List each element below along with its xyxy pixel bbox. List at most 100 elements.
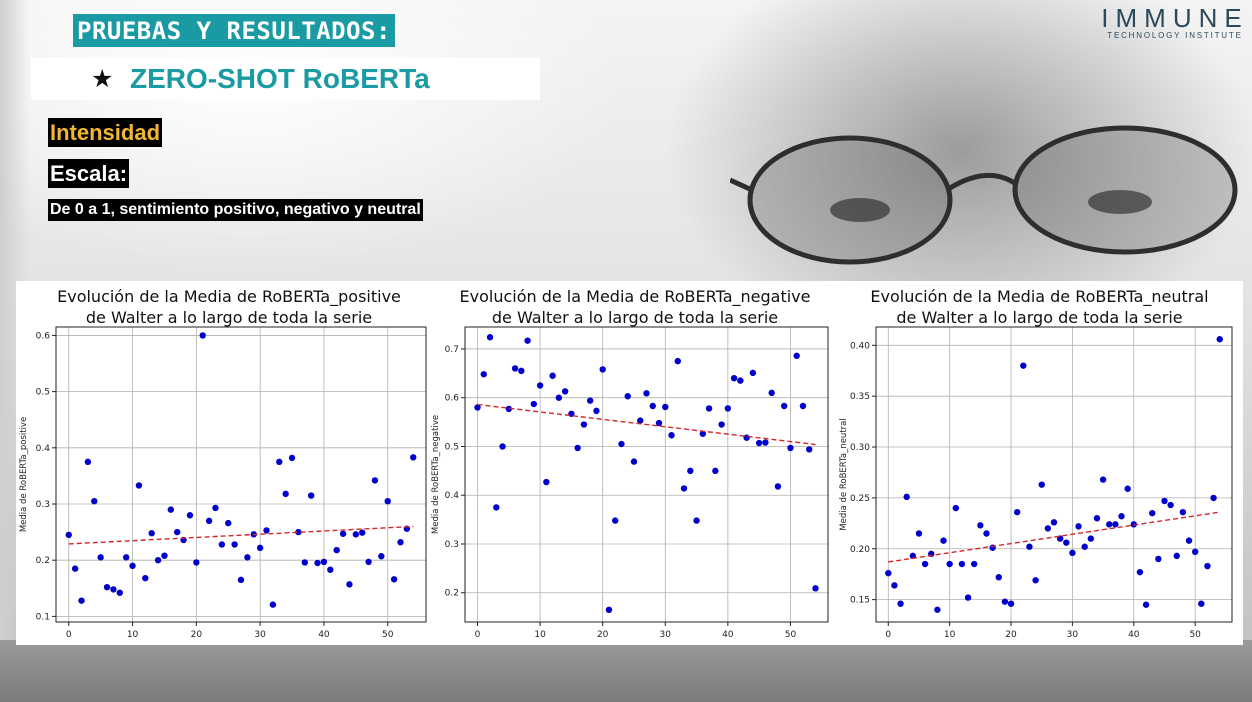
data-point bbox=[161, 552, 168, 559]
data-point bbox=[333, 546, 340, 554]
data-point bbox=[903, 493, 910, 501]
data-point bbox=[327, 566, 334, 573]
x-tick-label: 20 bbox=[191, 630, 203, 640]
data-point bbox=[518, 367, 525, 375]
y-tick-label: 0.2 bbox=[445, 589, 459, 599]
chart-negative: Evolución de la Media de RoBERTa_negativ… bbox=[428, 281, 842, 645]
data-point bbox=[774, 483, 782, 490]
x-tick-label: 0 bbox=[885, 630, 891, 640]
data-point bbox=[1007, 600, 1015, 607]
y-axis-label: Media de RoBERTa_positive bbox=[19, 417, 29, 532]
data-point bbox=[1081, 543, 1088, 550]
data-point bbox=[1149, 509, 1156, 517]
chart-neutral-svg: Evolución de la Media de RoBERTa_neutral… bbox=[839, 287, 1233, 640]
data-point bbox=[655, 419, 663, 427]
chart-title-line1: Evolución de la Media de RoBERTa_positiv… bbox=[57, 287, 401, 307]
data-point bbox=[561, 388, 569, 395]
y-tick-label: 0.4 bbox=[36, 444, 51, 454]
data-point bbox=[1075, 523, 1082, 530]
x-tick-label: 30 bbox=[1067, 630, 1079, 640]
logo-main-text: IMMUNE bbox=[1101, 3, 1249, 33]
star-icon: ★ bbox=[91, 64, 114, 93]
x-tick-label: 20 bbox=[597, 630, 609, 640]
data-point bbox=[384, 497, 391, 505]
y-tick-label: 0.20 bbox=[850, 545, 870, 555]
x-tick-label: 40 bbox=[318, 630, 330, 640]
data-point bbox=[186, 512, 194, 519]
data-point bbox=[1185, 537, 1193, 544]
data-point bbox=[599, 366, 606, 373]
data-point bbox=[1026, 543, 1033, 550]
y-tick-label: 0.40 bbox=[850, 341, 870, 351]
data-point bbox=[256, 544, 264, 552]
x-tick-label: 30 bbox=[254, 630, 266, 640]
data-point bbox=[680, 485, 688, 492]
plot-frame bbox=[464, 326, 829, 623]
data-point bbox=[524, 337, 531, 344]
logo-sub-text: TECHNOLOGY INSTITUTE bbox=[1107, 31, 1243, 40]
data-point bbox=[705, 405, 713, 412]
section-title: PRUEBAS Y RESULTADOS: bbox=[73, 14, 395, 47]
data-point bbox=[724, 405, 732, 412]
data-point bbox=[154, 556, 162, 564]
y-tick-label: 0.1 bbox=[36, 612, 50, 622]
data-point bbox=[282, 490, 289, 498]
y-tick-label: 0.5 bbox=[445, 442, 459, 452]
data-point bbox=[199, 332, 206, 339]
data-point bbox=[897, 600, 904, 607]
data-point bbox=[574, 444, 581, 452]
data-point bbox=[624, 393, 631, 400]
x-tick-label: 10 bbox=[944, 630, 956, 640]
x-tick-label: 0 bbox=[66, 630, 72, 640]
data-point bbox=[371, 477, 379, 484]
data-point bbox=[995, 574, 1002, 581]
data-point bbox=[480, 371, 487, 378]
data-point bbox=[649, 402, 656, 410]
chart-title-line2: de Walter a lo largo de toda la serie bbox=[492, 308, 778, 327]
data-point bbox=[812, 585, 819, 592]
data-point bbox=[474, 404, 481, 411]
data-point bbox=[977, 522, 984, 529]
data-point bbox=[1118, 513, 1125, 520]
data-point bbox=[618, 440, 625, 448]
data-point bbox=[110, 586, 117, 593]
data-point bbox=[97, 554, 104, 561]
data-point bbox=[1106, 521, 1113, 528]
data-point bbox=[135, 482, 143, 489]
y-tick-label: 0.3 bbox=[445, 540, 459, 550]
x-tick-label: 20 bbox=[1005, 630, 1017, 640]
data-point bbox=[103, 583, 111, 591]
x-tick-label: 40 bbox=[1128, 630, 1140, 640]
data-point bbox=[142, 574, 149, 582]
data-point bbox=[536, 382, 544, 389]
chart-title-line1: Evolución de la Media de RoBERTa_neutral bbox=[870, 287, 1208, 307]
y-tick-label: 0.7 bbox=[445, 345, 459, 355]
data-point bbox=[958, 560, 966, 568]
data-point bbox=[1050, 519, 1058, 526]
chart-neutral: Evolución de la Media de RoBERTa_neutral… bbox=[836, 281, 1243, 645]
data-point bbox=[244, 554, 251, 561]
data-point bbox=[1216, 336, 1223, 343]
data-point bbox=[231, 541, 238, 548]
data-point bbox=[718, 421, 725, 428]
data-point bbox=[1093, 515, 1101, 522]
data-point bbox=[301, 559, 308, 566]
data-point bbox=[218, 541, 226, 548]
data-point bbox=[806, 446, 813, 453]
data-point bbox=[1136, 568, 1144, 576]
y-tick-label: 0.30 bbox=[850, 443, 870, 453]
y-tick-label: 0.6 bbox=[36, 331, 51, 341]
chart-title-line1: Evolución de la Media de RoBERTa_negativ… bbox=[460, 287, 811, 307]
data-point bbox=[174, 528, 181, 536]
y-axis-label: Media de RoBERTa_neutral bbox=[839, 418, 849, 530]
data-point bbox=[1020, 362, 1027, 369]
data-point bbox=[116, 589, 123, 596]
x-tick-label: 10 bbox=[127, 630, 139, 640]
data-point bbox=[921, 560, 929, 568]
data-point bbox=[122, 554, 130, 561]
data-point bbox=[339, 530, 347, 537]
trend-line bbox=[68, 525, 414, 545]
data-point bbox=[1038, 481, 1045, 488]
data-point bbox=[586, 397, 594, 404]
y-axis-label: Media de RoBERTa_negative bbox=[431, 415, 441, 534]
